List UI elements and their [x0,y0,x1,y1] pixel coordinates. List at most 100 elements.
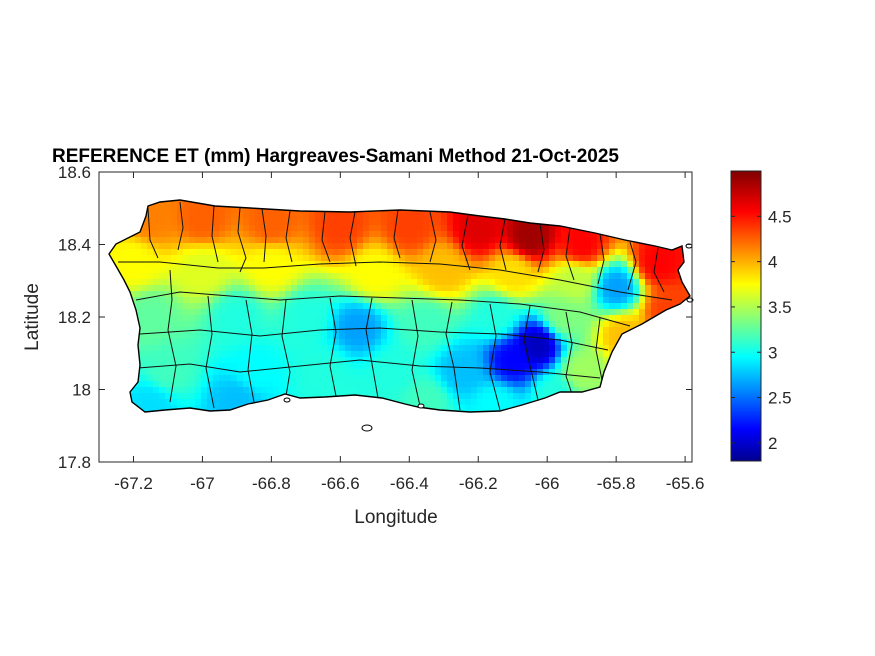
heat-cell [549,243,556,250]
x-axis: -67.2 -67 -66.8 -66.6 -66.4 -66.2 -66 -65.8 -65.… [114,172,704,493]
heat-cell [429,387,436,394]
heat-cell [525,387,532,394]
heat-cell [279,279,286,286]
heat-cell [579,375,586,382]
heat-cell [339,231,346,238]
heat-cell [375,249,382,256]
heat-cell [321,285,328,292]
heat-cell [567,363,574,370]
heat-cell [429,273,436,280]
heat-cell [285,315,292,322]
heat-cell [639,309,646,316]
heat-cell [357,381,364,388]
heat-cell [273,339,280,346]
x-tick-label: -67 [190,474,215,493]
heat-cell [357,315,364,322]
heat-cell [513,285,520,292]
heat-cell [663,297,670,304]
heat-cell [183,381,190,388]
heat-cell [669,291,676,298]
heat-cell [177,285,184,292]
heat-cell [267,267,274,274]
heat-cell [345,327,352,334]
heat-cell [435,291,442,298]
heat-cell [249,339,256,346]
heat-cell [615,291,622,298]
heat-cell [465,249,472,256]
heat-cell [531,291,538,298]
heat-cell [297,309,304,316]
heat-cell [405,387,412,394]
heat-cell [177,213,184,220]
heat-cell [345,381,352,388]
heat-cell [429,393,436,400]
heat-cell [555,285,562,292]
heat-cell [285,297,292,304]
heat-cell [411,279,418,286]
heat-cell [555,297,562,304]
heat-cell [225,351,232,358]
heat-cell [579,303,586,310]
heat-cell [483,225,490,232]
heat-cell [495,363,502,370]
heat-cell [519,399,526,406]
heat-cell [453,291,460,298]
heat-cell [531,387,538,394]
heat-cell [459,303,466,310]
heat-cell [429,279,436,286]
heat-cell [189,213,196,220]
heat-cell [231,297,238,304]
heat-cell [327,387,334,394]
heat-cell [237,375,244,382]
heat-cell [213,315,220,322]
heat-cell [357,297,364,304]
heat-cell [519,255,526,262]
heat-cell [663,249,670,256]
heat-cell [543,387,550,394]
heat-cell [351,375,358,382]
heat-cell [273,381,280,388]
heat-cell [489,267,496,274]
heat-cell [327,321,334,328]
heat-cell [513,297,520,304]
heat-cell [291,285,298,292]
heat-cell [285,321,292,328]
heat-cell [441,357,448,364]
heat-cell [183,399,190,406]
heat-cell [255,303,262,310]
heat-cell [399,297,406,304]
heat-cell [639,243,646,250]
heat-cell [639,285,646,292]
heat-cell [189,309,196,316]
heat-cell [213,399,220,406]
heat-cell [189,369,196,376]
heat-cell [153,267,160,274]
heat-cell [141,405,148,412]
heat-cell [429,357,436,364]
heat-cell [165,321,172,328]
heat-cell [213,243,220,250]
heat-cell [423,279,430,286]
heat-cell [501,381,508,388]
heat-cell [573,267,580,274]
heat-cell [423,375,430,382]
heat-cell [387,273,394,280]
heat-cell [483,267,490,274]
heat-cell [225,243,232,250]
heat-cell [435,267,442,274]
heat-cell [507,327,514,334]
x-tick-label: -66.2 [459,474,498,493]
heat-cell [231,249,238,256]
heat-cell [213,255,220,262]
heat-cell [471,243,478,250]
heat-cell [621,303,628,310]
heat-cell [147,327,154,334]
heat-cell [333,309,340,316]
municipality-boundary [118,261,673,301]
heat-cell [453,351,460,358]
heat-cell [333,327,340,334]
heat-cell [273,237,280,244]
heat-cell [297,279,304,286]
heat-cell [561,279,568,286]
heat-cell [513,381,520,388]
